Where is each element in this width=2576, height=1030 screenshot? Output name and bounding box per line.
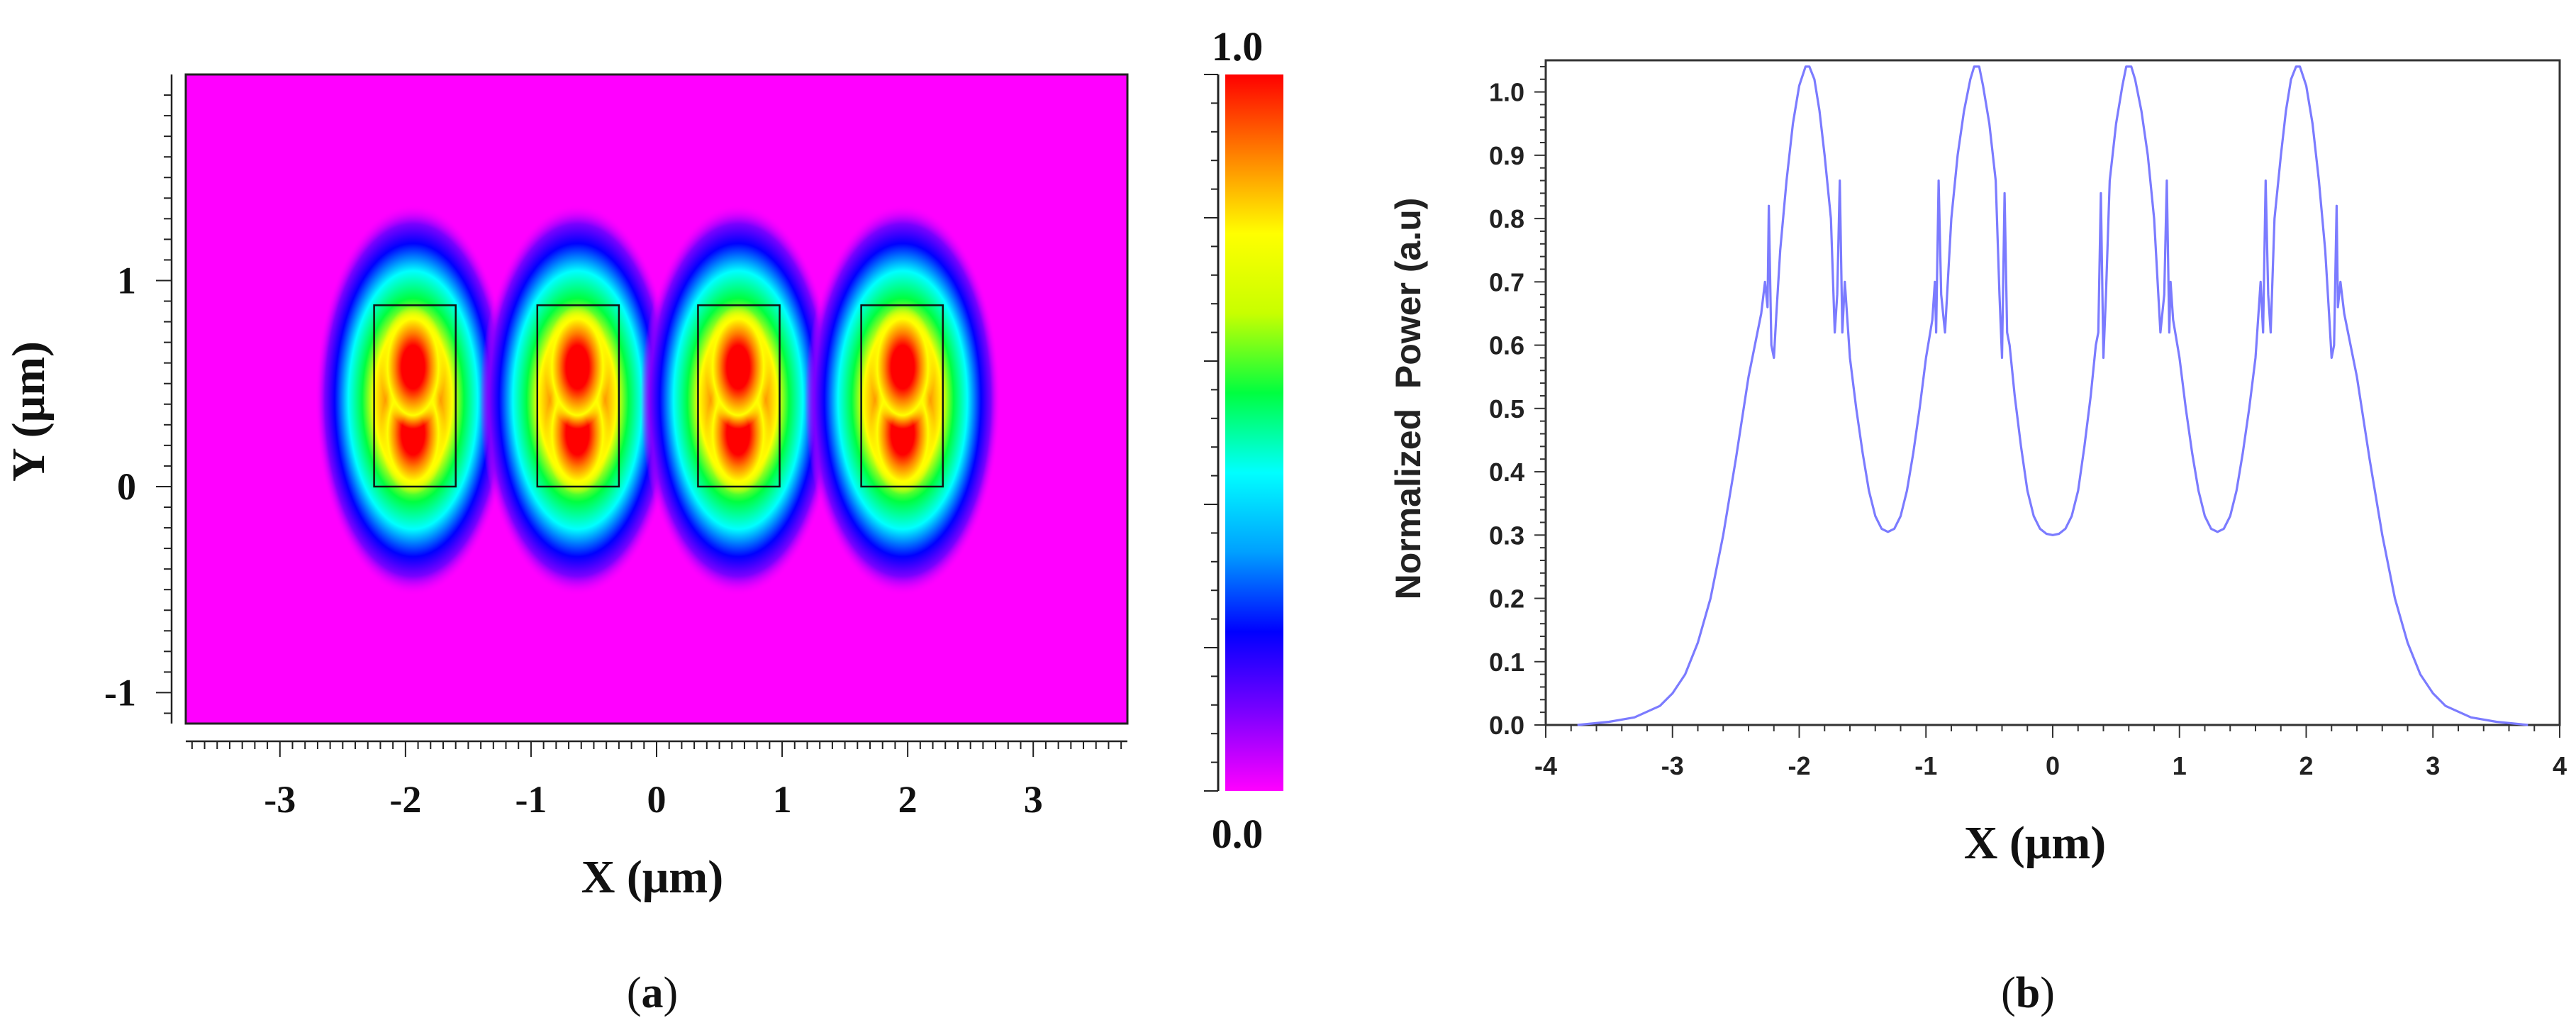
heatmap-y-tick-label: 0	[117, 465, 136, 508]
heatmap-x-tick-label: 1	[773, 778, 792, 821]
colorbar-max-label: 1.0	[1212, 23, 1264, 70]
mode-lobe-1-2	[380, 305, 446, 429]
colorbar-min-label: 0.0	[1212, 811, 1264, 857]
panel-label-b-letter: b	[2016, 969, 2040, 1017]
line-chart-y-tick-label: 0.1	[1489, 648, 1524, 677]
line-chart-x-tick-label: 1	[2173, 751, 2187, 780]
line-chart-x-tick-label: 2	[2299, 751, 2313, 780]
panel-label-b: (b)	[2001, 969, 2055, 1017]
line-chart-x-tick-label: -1	[1914, 751, 1937, 780]
line-chart-y-tick-label: 0.6	[1489, 331, 1524, 360]
colorbar-gradient	[1225, 74, 1283, 791]
waveguide-4	[860, 304, 944, 488]
line-chart-y-tick-label: 0.0	[1489, 711, 1524, 740]
heatmap-field	[186, 74, 1127, 724]
line-chart-x-tick-label: -4	[1534, 751, 1557, 780]
mode-lobe-4-2	[870, 305, 936, 429]
line-chart-y-tick-label: 0.5	[1489, 394, 1524, 423]
line-chart-y-tick-label: 0.3	[1489, 521, 1524, 550]
line-chart-y-axis-label: Normalized Power (a.u)	[1388, 198, 1428, 600]
mode-lobe-3-2	[706, 305, 771, 429]
line-chart-panel: -4 -3 -2 -1 0 1 2 3 4 0.0 0.1 0.2 0.3 0.4 0.5 0.6 0.7 0.8…	[1388, 59, 2567, 1017]
mode-lobe-2-2	[545, 305, 610, 429]
line-chart-x-tick-label: -3	[1661, 751, 1684, 780]
waveguide-outlines	[373, 304, 944, 488]
panel-label-a: (a)	[627, 969, 678, 1017]
line-chart-ticks: -4 -3 -2 -1 0 1 2 3 4 0.0 0.1 0.2 0.3 0.4 0.5 0.6 0.7 0.8…	[1489, 65, 2567, 780]
heatmap-y-axis-label: Y (μm)	[3, 341, 55, 482]
waveguide-2	[536, 304, 620, 488]
line-chart-y-tick-label: 0.7	[1489, 267, 1524, 297]
heatmap-panel: -3 -2 -1 0 1 2 3 -1 0 1 X (μm) Y (μm) (a)	[3, 73, 1129, 1017]
heatmap-x-tick-label: -1	[515, 778, 547, 821]
heatmap-x-tick-label: 0	[647, 778, 667, 821]
line-chart-y-tick-label: 1.0	[1489, 78, 1524, 107]
line-chart-y-tick-label: 0.4	[1489, 458, 1524, 487]
heatmap-y-tick-label: 1	[117, 259, 136, 301]
line-chart-x-axis-label: X (μm)	[1964, 817, 2107, 869]
heatmap-x-tick-label: -2	[389, 778, 421, 821]
line-chart-frame	[1544, 59, 2561, 726]
heatmap-frame	[184, 73, 1129, 725]
panel-label-a-letter: a	[642, 969, 664, 1017]
line-chart-x-tick-label: 3	[2426, 751, 2440, 780]
line-chart-y-tick-label: 0.9	[1489, 141, 1524, 170]
colorbar: 1.0 0.0	[1204, 23, 1283, 857]
waveguide-1	[373, 304, 457, 488]
heatmap-y-tick-label: -1	[104, 671, 136, 714]
line-chart-x-tick-label: 0	[2046, 751, 2060, 780]
heatmap-x-tick-label: 3	[1024, 778, 1043, 821]
power-profile-line	[1577, 65, 2528, 726]
waveguide-3	[697, 304, 781, 488]
heatmap-x-axis-label: X (μm)	[581, 851, 724, 903]
line-chart-y-tick-label: 0.2	[1489, 585, 1524, 614]
heatmap-ticks: -3 -2 -1 0 1 2 3 -1 0 1	[104, 74, 1127, 821]
heatmap-x-tick-label: 2	[898, 778, 918, 821]
colorbar-ticks	[1204, 74, 1218, 792]
line-chart-y-tick-label: 0.8	[1489, 204, 1524, 233]
heatmap-x-tick-label: -3	[264, 778, 296, 821]
line-chart-x-tick-label: -2	[1788, 751, 1810, 780]
line-chart-x-tick-label: 4	[2553, 751, 2567, 780]
